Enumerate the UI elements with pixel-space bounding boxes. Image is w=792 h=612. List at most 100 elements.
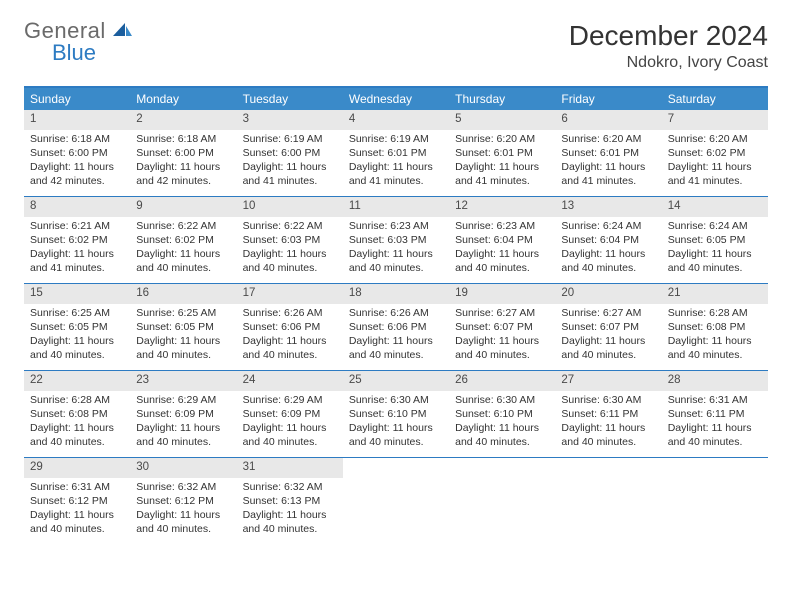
day-cell: 23Sunrise: 6:29 AMSunset: 6:09 PMDayligh… (130, 371, 236, 457)
sunrise-text: Sunrise: 6:30 AM (561, 393, 655, 407)
brand-part2: Blue (52, 42, 96, 64)
sunrise-text: Sunrise: 6:19 AM (243, 132, 337, 146)
sunrise-text: Sunrise: 6:29 AM (136, 393, 230, 407)
daylight-text: Daylight: 11 hours and 40 minutes. (243, 247, 337, 275)
sunrise-text: Sunrise: 6:25 AM (30, 306, 124, 320)
sunset-text: Sunset: 6:08 PM (668, 320, 762, 334)
sunset-text: Sunset: 6:05 PM (668, 233, 762, 247)
sunrise-text: Sunrise: 6:31 AM (30, 480, 124, 494)
sunrise-text: Sunrise: 6:22 AM (136, 219, 230, 233)
day-cell: 18Sunrise: 6:26 AMSunset: 6:06 PMDayligh… (343, 284, 449, 370)
day-number: 20 (555, 284, 661, 304)
sunset-text: Sunset: 6:03 PM (349, 233, 443, 247)
day-number: 17 (237, 284, 343, 304)
sunset-text: Sunset: 6:07 PM (561, 320, 655, 334)
day-number: 14 (662, 197, 768, 217)
day-cell: 19Sunrise: 6:27 AMSunset: 6:07 PMDayligh… (449, 284, 555, 370)
day-number: 12 (449, 197, 555, 217)
sunset-text: Sunset: 6:03 PM (243, 233, 337, 247)
weekday-friday: Friday (555, 88, 661, 110)
sunrise-text: Sunrise: 6:27 AM (561, 306, 655, 320)
sunset-text: Sunset: 6:01 PM (455, 146, 549, 160)
sunset-text: Sunset: 6:13 PM (243, 494, 337, 508)
weekday-monday: Monday (130, 88, 236, 110)
sunset-text: Sunset: 6:07 PM (455, 320, 549, 334)
day-cell: 14 Sunrise: 6:24 AMSunset: 6:05 PMDayligh… (662, 197, 768, 283)
weekday-saturday: Saturday (662, 88, 768, 110)
sunrise-text: Sunrise: 6:23 AM (455, 219, 549, 233)
sunrise-text: Sunrise: 6:18 AM (136, 132, 230, 146)
day-info: Sunrise: 6:23 AMSunset: 6:03 PMDaylight:… (343, 219, 449, 276)
day-info: Sunrise: 6:31 AMSunset: 6:12 PMDaylight:… (24, 480, 130, 537)
weeks-container: 1Sunrise: 6:18 AMSunset: 6:00 PMDaylight… (24, 110, 768, 544)
week-row: 15Sunrise: 6:25 AMSunset: 6:05 PMDayligh… (24, 284, 768, 371)
sunrise-text: Sunrise: 6:30 AM (349, 393, 443, 407)
day-number: 11 (343, 197, 449, 217)
day-number: 22 (24, 371, 130, 391)
day-number: 25 (343, 371, 449, 391)
sunrise-text: Sunrise: 6:23 AM (349, 219, 443, 233)
day-cell: 10Sunrise: 6:22 AMSunset: 6:03 PMDayligh… (237, 197, 343, 283)
day-info: Sunrise: 6:18 AMSunset: 6:00 PMDaylight:… (24, 132, 130, 189)
sunrise-text: Sunrise: 6:29 AM (243, 393, 337, 407)
day-number: 23 (130, 371, 236, 391)
sunrise-text: Sunrise: 6:26 AM (349, 306, 443, 320)
sunset-text: Sunset: 6:11 PM (668, 407, 762, 421)
day-info: Sunrise: 6:32 AMSunset: 6:12 PMDaylight:… (130, 480, 236, 537)
day-number: 27 (555, 371, 661, 391)
day-cell: 8Sunrise: 6:21 AMSunset: 6:02 PMDaylight… (24, 197, 130, 283)
sail-icon (112, 22, 134, 40)
sunrise-text: Sunrise: 6:24 AM (668, 219, 762, 233)
day-info: Sunrise: 6:20 AMSunset: 6:02 PMDaylight:… (662, 132, 768, 189)
day-number: 16 (130, 284, 236, 304)
day-info: Sunrise: 6:31 AMSunset: 6:11 PMDaylight:… (662, 393, 768, 450)
daylight-text: Daylight: 11 hours and 40 minutes. (668, 247, 762, 275)
daylight-text: Daylight: 11 hours and 40 minutes. (30, 334, 124, 362)
sunset-text: Sunset: 6:12 PM (30, 494, 124, 508)
day-info: Sunrise: 6:26 AMSunset: 6:06 PMDaylight:… (237, 306, 343, 363)
day-info: Sunrise: 6:19 AMSunset: 6:00 PMDaylight:… (237, 132, 343, 189)
day-cell: 22Sunrise: 6:28 AMSunset: 6:08 PMDayligh… (24, 371, 130, 457)
day-cell: 1Sunrise: 6:18 AMSunset: 6:00 PMDaylight… (24, 110, 130, 196)
day-number: 28 (662, 371, 768, 391)
week-row: 29Sunrise: 6:31 AMSunset: 6:12 PMDayligh… (24, 458, 768, 544)
sunset-text: Sunset: 6:00 PM (243, 146, 337, 160)
sunrise-text: Sunrise: 6:25 AM (136, 306, 230, 320)
sunset-text: Sunset: 6:02 PM (136, 233, 230, 247)
day-cell: 27Sunrise: 6:30 AMSunset: 6:11 PMDayligh… (555, 371, 661, 457)
day-info: Sunrise: 6:23 AMSunset: 6:04 PMDaylight:… (449, 219, 555, 276)
day-info: Sunrise: 6:20 AMSunset: 6:01 PMDaylight:… (555, 132, 661, 189)
daylight-text: Daylight: 11 hours and 40 minutes. (349, 247, 443, 275)
sunrise-text: Sunrise: 6:32 AM (243, 480, 337, 494)
daylight-text: Daylight: 11 hours and 40 minutes. (136, 508, 230, 536)
day-number: 21 (662, 284, 768, 304)
day-cell: 12Sunrise: 6:23 AMSunset: 6:04 PMDayligh… (449, 197, 555, 283)
day-cell: 16Sunrise: 6:25 AMSunset: 6:05 PMDayligh… (130, 284, 236, 370)
sunset-text: Sunset: 6:00 PM (136, 146, 230, 160)
sunrise-text: Sunrise: 6:27 AM (455, 306, 549, 320)
day-cell: 7Sunrise: 6:20 AMSunset: 6:02 PMDaylight… (662, 110, 768, 196)
day-cell: 15Sunrise: 6:25 AMSunset: 6:05 PMDayligh… (24, 284, 130, 370)
day-info: Sunrise: 6:30 AMSunset: 6:11 PMDaylight:… (555, 393, 661, 450)
sunset-text: Sunset: 6:10 PM (349, 407, 443, 421)
day-cell: 24Sunrise: 6:29 AMSunset: 6:09 PMDayligh… (237, 371, 343, 457)
sunset-text: Sunset: 6:04 PM (455, 233, 549, 247)
sunrise-text: Sunrise: 6:20 AM (561, 132, 655, 146)
day-cell: 2Sunrise: 6:18 AMSunset: 6:00 PMDaylight… (130, 110, 236, 196)
sunrise-text: Sunrise: 6:31 AM (668, 393, 762, 407)
daylight-text: Daylight: 11 hours and 40 minutes. (243, 421, 337, 449)
sunrise-text: Sunrise: 6:20 AM (455, 132, 549, 146)
day-cell: 13Sunrise: 6:24 AMSunset: 6:04 PMDayligh… (555, 197, 661, 283)
day-number: 4 (343, 110, 449, 130)
day-cell: 25Sunrise: 6:30 AMSunset: 6:10 PMDayligh… (343, 371, 449, 457)
day-number: 5 (449, 110, 555, 130)
brand-part1: General (24, 20, 106, 42)
day-info: Sunrise: 6:24 AMSunset: 6:04 PMDaylight:… (555, 219, 661, 276)
daylight-text: Daylight: 11 hours and 41 minutes. (243, 160, 337, 188)
daylight-text: Daylight: 11 hours and 41 minutes. (349, 160, 443, 188)
daylight-text: Daylight: 11 hours and 42 minutes. (30, 160, 124, 188)
title-block: December 2024 Ndokro, Ivory Coast (569, 20, 768, 72)
day-number: 15 (24, 284, 130, 304)
daylight-text: Daylight: 11 hours and 40 minutes. (136, 247, 230, 275)
day-number: 6 (555, 110, 661, 130)
